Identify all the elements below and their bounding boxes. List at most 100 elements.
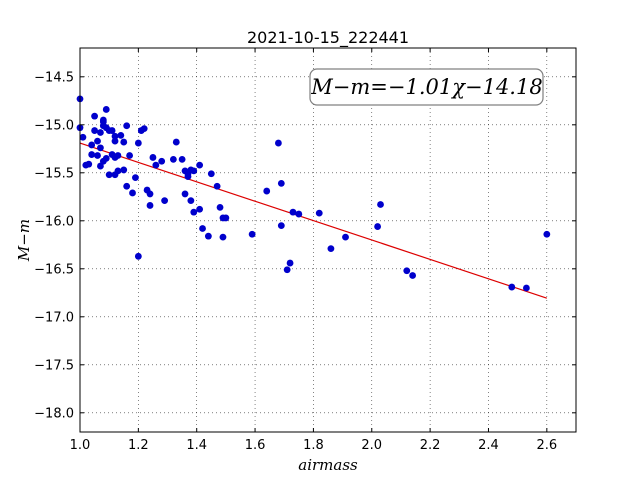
data-point xyxy=(172,138,180,146)
x-tick-label: 1.0 xyxy=(70,438,91,453)
data-point xyxy=(184,173,192,181)
data-point xyxy=(169,155,177,163)
data-point xyxy=(123,182,131,190)
data-point xyxy=(181,190,189,198)
axis-ticks xyxy=(79,48,576,432)
data-point xyxy=(91,127,98,134)
data-point xyxy=(508,283,516,291)
data-point xyxy=(120,138,128,146)
data-point xyxy=(342,233,349,241)
data-point xyxy=(403,267,411,275)
y-axis-label: M−m xyxy=(15,219,33,262)
fit-annotation: M−m=−1.01χ−14.18 xyxy=(309,68,544,106)
data-point xyxy=(196,205,204,213)
y-tick-label: −18.0 xyxy=(34,406,74,421)
data-point xyxy=(126,152,133,159)
data-point xyxy=(94,152,101,159)
data-point xyxy=(161,197,169,205)
plot-frame xyxy=(79,47,577,433)
data-point xyxy=(204,232,212,240)
x-tick-label: 1.6 xyxy=(245,438,266,453)
data-point xyxy=(277,222,285,230)
y-tick-label: −16.0 xyxy=(34,214,74,229)
data-point xyxy=(248,230,256,238)
data-point xyxy=(114,152,122,159)
data-point xyxy=(152,161,160,169)
data-point xyxy=(263,187,271,195)
x-axis-label: airmass xyxy=(298,456,358,474)
data-point xyxy=(111,137,119,145)
x-tick-label: 2.4 xyxy=(478,438,499,453)
data-point xyxy=(134,139,142,147)
x-tick-label: 2.6 xyxy=(536,438,557,453)
data-point xyxy=(222,214,230,222)
fit-line xyxy=(79,142,548,299)
data-point xyxy=(286,259,294,267)
data-point xyxy=(117,131,125,139)
data-point xyxy=(123,122,131,130)
data-point xyxy=(315,209,323,217)
data-point xyxy=(97,129,104,136)
data-point xyxy=(108,127,116,134)
y-tick-labels: −14.5 −15.0 −15.5 −16.0 −16.5 −17.0 −17.5 −18.0 xyxy=(34,70,74,421)
plot-area xyxy=(80,48,576,432)
data-point xyxy=(190,167,198,175)
data-point xyxy=(295,210,303,218)
data-point xyxy=(105,171,113,179)
y-tick-label: −15.5 xyxy=(34,166,74,181)
data-point xyxy=(374,223,381,230)
data-point xyxy=(140,125,148,133)
data-point xyxy=(129,189,136,197)
annotation-box xyxy=(309,68,544,106)
data-point xyxy=(543,230,551,238)
data-point xyxy=(134,252,142,260)
x-tick-labels: 1.0 1.2 1.4 1.6 1.8 2.0 2.2 2.4 2.6 xyxy=(70,438,558,453)
data-point xyxy=(97,144,104,152)
data-point xyxy=(216,203,224,211)
data-point xyxy=(178,155,186,163)
data-point xyxy=(111,132,119,140)
data-point xyxy=(327,245,335,253)
data-point xyxy=(79,133,87,141)
data-point xyxy=(207,170,215,178)
data-point xyxy=(120,166,128,174)
data-point xyxy=(190,208,198,216)
data-point xyxy=(88,151,96,158)
x-tick-label: 1.4 xyxy=(186,438,207,453)
grid-lines xyxy=(79,48,576,432)
data-point xyxy=(213,182,221,190)
data-point xyxy=(114,167,122,175)
data-point xyxy=(196,161,204,169)
data-point xyxy=(88,141,96,149)
data-point xyxy=(149,154,157,161)
data-points xyxy=(76,95,551,292)
x-tick-label: 1.8 xyxy=(303,438,324,453)
data-point xyxy=(94,137,101,145)
annotation-text: M−m=−1.01χ−14.18 xyxy=(310,75,542,99)
data-point xyxy=(187,197,195,205)
data-point xyxy=(199,225,206,232)
y-tick-label: −16.5 xyxy=(34,262,74,277)
data-point xyxy=(158,157,166,165)
data-point xyxy=(146,190,154,198)
data-point xyxy=(146,202,154,209)
y-tick-label: −17.0 xyxy=(34,310,74,325)
data-point xyxy=(132,174,139,182)
data-point xyxy=(283,266,291,274)
data-point xyxy=(275,139,282,147)
fit-line-group xyxy=(79,142,548,299)
data-point xyxy=(277,179,285,187)
y-tick-label: −15.0 xyxy=(34,118,74,133)
x-tick-label: 2.0 xyxy=(361,438,382,453)
data-point xyxy=(219,233,227,241)
data-point xyxy=(377,201,384,208)
x-tick-label: 2.2 xyxy=(420,438,441,453)
data-point xyxy=(409,272,417,279)
data-point xyxy=(85,160,93,168)
y-tick-label: −17.5 xyxy=(34,358,74,373)
data-point xyxy=(289,208,297,216)
data-point xyxy=(102,155,110,162)
y-tick-label: −14.5 xyxy=(34,70,74,85)
chart-title: 2021-10-15_222441 xyxy=(247,28,409,48)
